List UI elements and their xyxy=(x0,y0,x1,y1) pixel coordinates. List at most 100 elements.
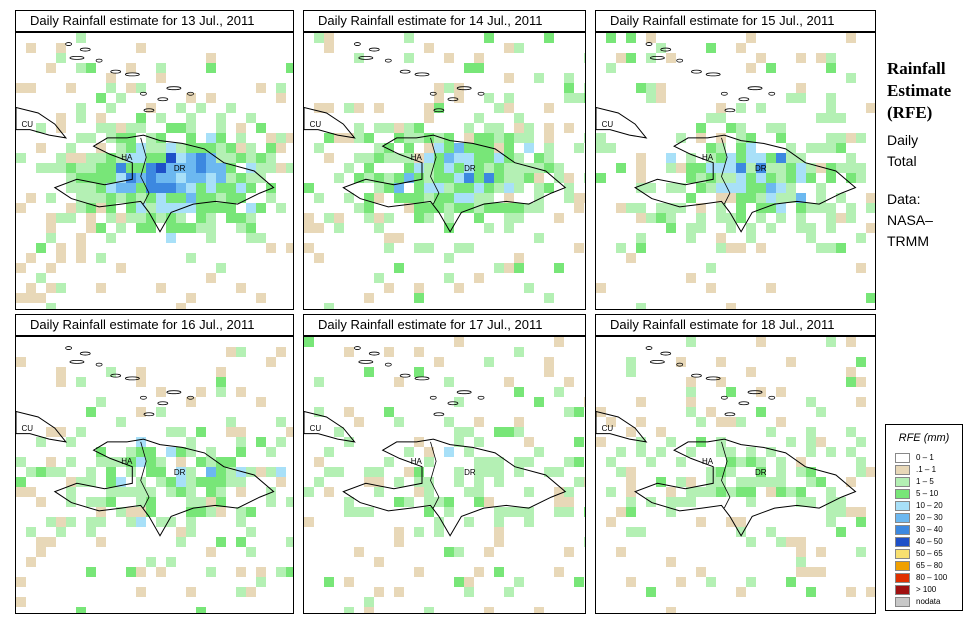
legend-swatch xyxy=(895,596,910,607)
legend-swatch xyxy=(895,464,910,475)
legend-swatch xyxy=(895,452,910,463)
rainfall-grid xyxy=(304,33,585,309)
bahamas-island xyxy=(110,373,122,378)
side-data-label: Data: xyxy=(887,191,921,207)
rainfall-map-1: CU HA DR xyxy=(15,32,294,310)
bahamas-island xyxy=(447,97,459,102)
legend-label: 30 – 40 xyxy=(916,525,943,534)
bahamas-island xyxy=(456,86,472,91)
legend-label: 10 – 20 xyxy=(916,501,943,510)
bahamas-island xyxy=(747,390,763,395)
panel-title-3: Daily Rainfall estimate for 15 Jul., 201… xyxy=(595,10,876,32)
country-label-dr: DR xyxy=(755,468,767,477)
bahamas-island xyxy=(649,55,665,60)
panel-title-5: Daily Rainfall estimate for 17 Jul., 201… xyxy=(303,314,586,336)
bahamas-island xyxy=(157,97,169,102)
bahamas-island xyxy=(69,55,85,60)
bahamas-island xyxy=(368,47,380,52)
hispaniola-coastline xyxy=(342,134,567,233)
legend-class-12: nodata xyxy=(895,596,940,607)
bahamas-island xyxy=(414,376,430,381)
bahamas-island xyxy=(691,373,702,378)
bahamas-island xyxy=(649,359,665,364)
bahamas-island xyxy=(124,72,140,77)
country-label-haiti: HA xyxy=(411,457,423,466)
legend-swatch xyxy=(895,584,910,595)
rainfall-grid xyxy=(16,347,293,613)
legend-label: 40 – 50 xyxy=(916,537,943,546)
legend-class-10: 80 – 100 xyxy=(895,572,947,583)
bahamas-island xyxy=(143,412,155,417)
side-title-line3: (RFE) xyxy=(887,103,933,122)
legend-class-9: 65 – 80 xyxy=(895,560,943,571)
cuba-coastline xyxy=(304,410,356,443)
rainfall-map-2: CU HA DR xyxy=(303,32,586,310)
bahamas-island xyxy=(65,346,73,350)
bahamas-island xyxy=(384,362,392,367)
legend-title: RFE (mm) xyxy=(898,432,950,444)
bahamas-island xyxy=(660,351,672,356)
legend-swatch xyxy=(895,548,910,559)
haiti-dr-border xyxy=(140,137,150,205)
legend-label: nodata xyxy=(916,597,941,606)
legend-class-6: 30 – 40 xyxy=(895,524,943,535)
bahamas-island xyxy=(166,86,182,91)
bahamas-island xyxy=(433,412,445,417)
haiti-dr-border xyxy=(721,441,731,509)
hispaniola-coastline xyxy=(634,134,857,233)
legend-class-7: 40 – 50 xyxy=(895,536,943,547)
country-label-dr: DR xyxy=(174,468,186,477)
bahamas-island xyxy=(187,91,194,96)
side-daily: Daily xyxy=(887,132,919,148)
rainfall-map-4: CU HA DR xyxy=(15,336,294,614)
bahamas-island xyxy=(768,395,776,400)
bahamas-island xyxy=(79,47,91,52)
map-svg-5: CU HA DR xyxy=(304,337,585,613)
legend-swatch xyxy=(895,560,910,571)
bahamas-island xyxy=(353,346,361,350)
bahamas-island xyxy=(414,72,430,77)
bahamas-island xyxy=(95,362,103,367)
hispaniola-coastline xyxy=(634,438,857,537)
rainfall-grid xyxy=(596,337,875,613)
hispaniola-coastline xyxy=(342,438,567,537)
bahamas-island xyxy=(433,108,445,113)
legend-label: 20 – 30 xyxy=(916,513,943,522)
rainfall-map-6: CU HA DR xyxy=(595,336,876,614)
legend-label: .1 – 1 xyxy=(916,465,937,474)
bahamas-island xyxy=(738,97,750,102)
legend-swatch xyxy=(895,524,910,535)
legend-class-4: 10 – 20 xyxy=(895,500,943,511)
legend-swatch xyxy=(895,512,910,523)
country-label-dr: DR xyxy=(755,164,767,173)
bahamas-island xyxy=(110,69,122,74)
rainfall-grid xyxy=(304,337,585,613)
side-total: Total xyxy=(887,153,917,169)
bahamas-island xyxy=(676,362,684,367)
bahamas-island xyxy=(676,58,684,63)
legend-label: 50 – 65 xyxy=(916,549,943,558)
bahamas-island xyxy=(429,91,437,96)
country-label-haiti: HA xyxy=(121,153,133,162)
legend-class-8: 50 – 65 xyxy=(895,548,943,559)
bahamas-island xyxy=(384,58,392,63)
bahamas-island xyxy=(477,91,485,96)
side-data-source: Data: NASA– TRMM xyxy=(887,189,933,252)
cuba-coastline xyxy=(16,410,68,443)
panel-title-1: Daily Rainfall estimate for 13 Jul., 201… xyxy=(15,10,294,32)
legend-label: 65 – 80 xyxy=(916,561,943,570)
haiti-dr-border xyxy=(140,441,150,509)
bahamas-island xyxy=(705,72,721,77)
cuba-coastline xyxy=(596,410,648,443)
cuba-coastline xyxy=(304,106,356,139)
bahamas-island xyxy=(720,395,728,400)
bahamas-island xyxy=(143,108,155,113)
panel-title-4: Daily Rainfall estimate for 16 Jul., 201… xyxy=(15,314,294,336)
side-title: Rainfall Estimate (RFE) xyxy=(887,58,951,124)
legend-swatch xyxy=(895,476,910,487)
bahamas-island xyxy=(447,401,459,406)
bahamas-island xyxy=(477,395,485,400)
legend-class-2: 1 – 5 xyxy=(895,476,934,487)
bahamas-island xyxy=(157,401,169,406)
bahamas-island xyxy=(358,55,374,60)
